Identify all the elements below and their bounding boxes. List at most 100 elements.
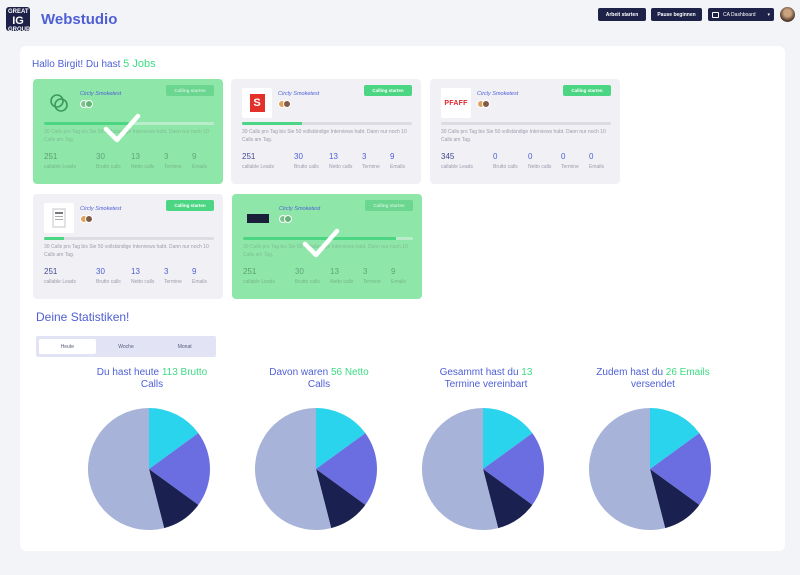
job-card[interactable]: S Circly Smoketest Calling starten 30 Ca… [231,79,421,184]
job-card[interactable]: PFAFF Circly Smoketest Calling starten 3… [430,79,620,184]
stat-label: callable Leads [44,164,76,170]
pie-slice-2 [149,469,199,529]
pie-title-highlight: 26 Emails [665,367,710,378]
stat-value: 9 [390,152,395,161]
card-stat: 30 Brutto calls [294,152,319,170]
stat-label: Brutto calls [294,164,319,170]
card-company-name: Circly Smoketest [279,206,321,212]
tab-monat[interactable]: Monat [177,343,192,350]
card-stat: 0 Brutto calls [493,152,518,170]
dashboard-icon [712,11,719,18]
card-logo: PFAFF [441,88,471,118]
stat-label: Emails [192,279,208,285]
stat-value: 9 [192,267,197,276]
progress-fill [44,237,65,240]
pie-chart [254,408,377,530]
calling-start-button[interactable]: Calling starten [166,200,214,211]
avatar [284,215,292,223]
pie-chart-block: Zudem hast du 26 Emails versendet [578,367,728,530]
pie-slice-1 [650,433,711,505]
circly-logo-icon [50,94,68,112]
job-card[interactable]: Circly Smoketest Calling starten 30 Call… [33,194,223,299]
card-stats: 251 callable Leads 30 Brutto calls 13 Ne… [243,267,415,291]
pie-chart [87,408,210,530]
calling-start-button[interactable]: Calling starten [166,85,214,96]
logo-bottom-text: GROUP [8,27,31,33]
stat-label: Termine [561,164,579,170]
stat-value: 251 [243,267,257,276]
pause-button[interactable]: Pause beginnen [651,8,702,21]
avatar [283,100,291,108]
card-avatars [278,100,292,108]
stat-label: callable Leads [243,279,275,285]
stat-label: Termine [164,164,182,170]
job-card[interactable]: Circly Smoketest Calling starten 30 Call… [33,79,223,184]
main-panel: Hallo Birgit! Du hast 5 Jobs Circly Smok… [20,46,785,551]
avatar[interactable] [780,7,795,22]
card-stat: 3 Termine [164,152,182,170]
dashboard-select[interactable]: CA Dashboard ▾ [708,8,774,21]
pie-slice-3 [588,408,666,530]
pie-title-suffix: Calls [140,379,164,390]
stat-value: 3 [164,267,169,276]
stat-value: 13 [329,152,338,161]
chevron-down-icon: ▾ [767,11,770,18]
dashboard-label: CA Dashboard [723,11,756,18]
card-avatars [80,100,94,108]
stat-label: Emails [589,164,605,170]
job-card[interactable]: Circly Smoketest Calling starten 30 Call… [232,194,422,299]
calling-start-button[interactable]: Calling starten [364,85,412,96]
pie-slice-1 [316,433,377,505]
pie-slice-0 [483,408,533,469]
card-company-name: Circly Smoketest [80,91,122,97]
app-title: Webstudio [41,11,118,28]
stat-value: 3 [362,152,367,161]
stat-value: 3 [164,152,169,161]
pie-slice-3 [87,408,165,530]
card-stat: 30 Brutto calls [96,267,121,285]
card-progress-bar [44,237,214,240]
document-logo-icon [52,208,66,228]
stat-value: 345 [441,152,455,161]
pie-title-prefix: Davon waren [269,367,331,378]
checkmark-icon [103,113,141,143]
tab-woche[interactable]: Woche [118,343,134,350]
calling-start-button[interactable]: Calling starten [365,200,413,211]
start-work-button[interactable]: Arbeit starten [598,8,646,21]
card-stat: 3 Termine [164,267,182,285]
greeting: Hallo Birgit! Du hast 5 Jobs [32,58,156,70]
card-stat: 9 Emails [390,152,405,170]
stat-label: callable Leads [242,164,274,170]
stat-label: Termine [363,279,381,285]
stat-value: 30 [295,267,304,276]
stat-value: 30 [294,152,303,161]
period-tabs: Heute Woche Monat [36,336,216,357]
pie-title: Davon waren 56 Netto Calls [244,367,394,395]
card-description: 30 Calls pro Tag bis Sie 50 vollständige… [242,129,407,143]
pie-slice-1 [483,433,544,505]
stat-value: 13 [330,267,339,276]
pie-slice-2 [650,469,700,529]
card-logo: S [242,88,272,118]
card-avatars [279,215,293,223]
greeting-text: Hallo Birgit! Du hast [32,59,124,70]
company-logo[interactable]: GREAT IG GROUP [6,7,31,33]
avatar [482,100,490,108]
pie-slice-2 [316,469,366,529]
calling-start-button[interactable]: Calling starten [563,85,611,96]
app-header: GREAT IG GROUP Webstudio Arbeit starten … [0,0,800,40]
card-description: 30 Calls pro Tag bis Sie 50 vollständige… [44,244,209,258]
card-stat: 13 Netto calls [330,267,353,285]
progress-fill [44,122,129,125]
stat-label: Netto calls [330,279,354,285]
stat-label: Netto calls [329,164,353,170]
pie-title: Gesammt hast du 13 Termine vereinbart [411,367,561,395]
pie-title-highlight: 13 [521,367,533,378]
pie-title: Du hast heute 113 Brutto Calls [77,367,227,395]
card-stat: 9 Emails [192,152,207,170]
card-stat: 3 Termine [363,267,381,285]
avatar [85,100,93,108]
statistics-title: Deine Statistiken! [36,310,130,324]
stat-value: 9 [391,267,396,276]
tab-heute[interactable]: Heute [39,339,96,354]
